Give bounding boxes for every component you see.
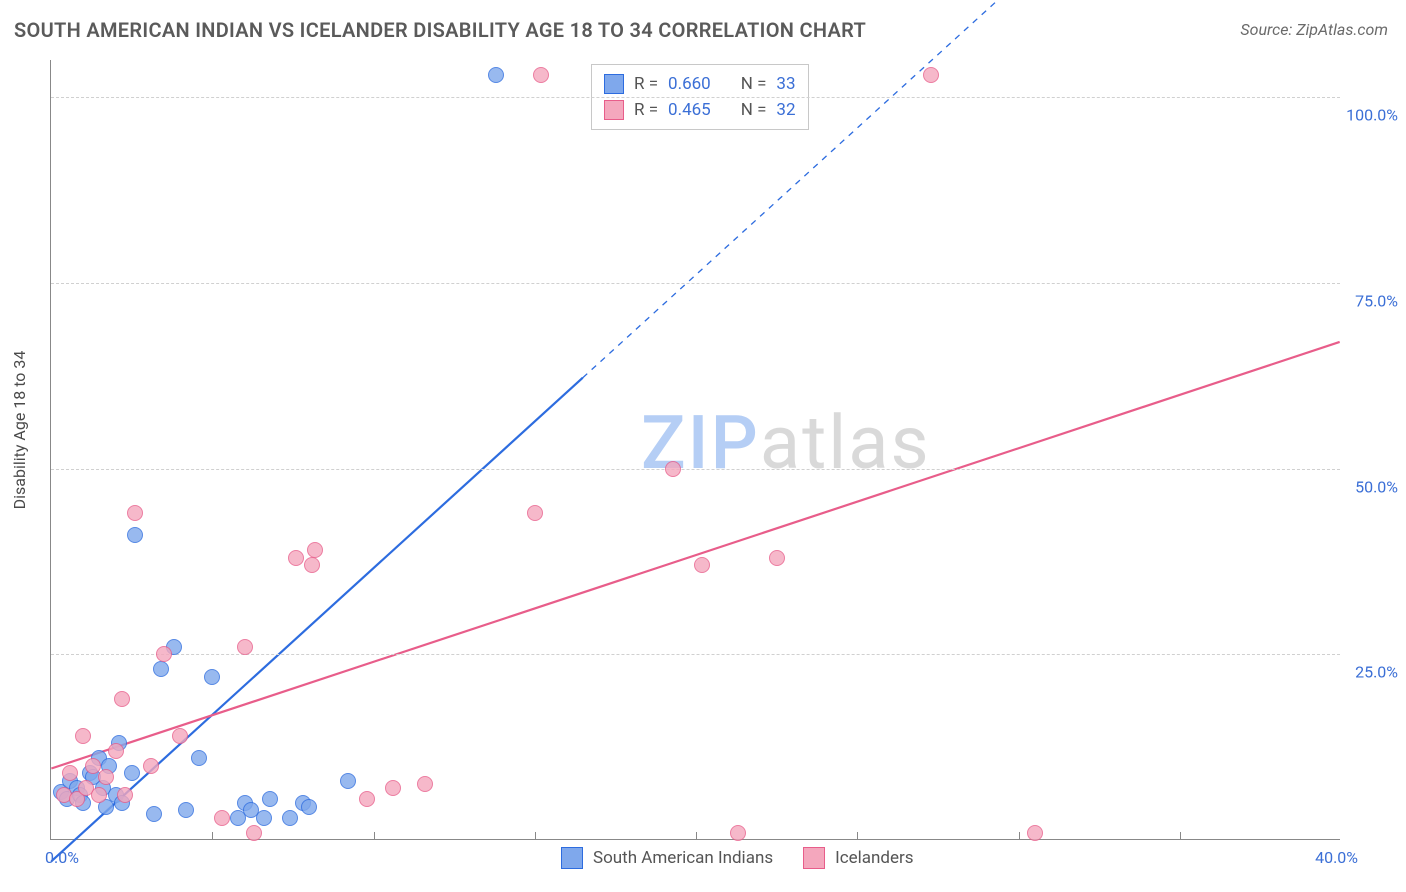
ice-data-point: [730, 825, 746, 841]
ice-data-point: [143, 758, 159, 774]
x-axis-max-label: 40.0%: [1315, 848, 1358, 867]
sai-data-point: [340, 773, 356, 789]
ice-data-point: [527, 505, 543, 521]
ice-data-point: [98, 769, 114, 785]
x-tick: [535, 832, 536, 840]
ice-data-point: [288, 550, 304, 566]
r-value: 0.660: [668, 74, 711, 94]
gridline: [51, 283, 1340, 284]
ice-data-point: [385, 780, 401, 796]
ice-data-point: [237, 639, 253, 655]
ice-legend-swatch-icon: [803, 847, 825, 869]
ice-data-point: [114, 691, 130, 707]
x-tick: [1180, 832, 1181, 840]
y-axis-title: Disability Age 18 to 34: [10, 351, 29, 510]
stats-row-ice: R = 0.465 N = 32: [604, 97, 796, 123]
legend-label: Icelanders: [835, 848, 913, 868]
ice-data-point: [127, 505, 143, 521]
sai-data-point: [178, 802, 194, 818]
ice-data-point: [156, 646, 172, 662]
ice-data-point: [665, 461, 681, 477]
x-tick: [857, 832, 858, 840]
y-tick-label: 75.0%: [1355, 291, 1398, 310]
legend-item-ice: Icelanders: [803, 847, 913, 869]
sai-data-point: [262, 791, 278, 807]
ice-data-point: [117, 787, 133, 803]
chart-title: SOUTH AMERICAN INDIAN VS ICELANDER DISAB…: [14, 18, 866, 42]
source-prefix: Source:: [1240, 20, 1296, 39]
x-axis-origin-label: 0.0%: [45, 848, 79, 867]
y-tick-label: 100.0%: [1346, 106, 1398, 125]
x-tick: [374, 832, 375, 840]
plot-area: ZIPatlas R = 0.660N = 33R = 0.465N = 32 …: [50, 60, 1340, 840]
trend-lines-layer: [51, 60, 1340, 839]
source-name: ZipAtlas.com: [1296, 20, 1388, 39]
ice-trendline-solid: [51, 342, 1339, 769]
ice-data-point: [307, 542, 323, 558]
x-tick: [212, 832, 213, 840]
ice-data-point: [923, 67, 939, 83]
chart-container: SOUTH AMERICAN INDIAN VS ICELANDER DISAB…: [0, 0, 1406, 892]
n-label: N =: [741, 74, 767, 94]
ice-data-point: [214, 810, 230, 826]
stats-row-sai: R = 0.660 N = 33: [604, 71, 796, 97]
ice-data-point: [533, 67, 549, 83]
ice-data-point: [1027, 825, 1043, 841]
gridline: [51, 469, 1340, 470]
x-tick: [696, 832, 697, 840]
n-value: 32: [776, 100, 795, 120]
r-label: R =: [634, 74, 658, 94]
sai-trendline-dashed: [583, 0, 1340, 378]
sai-swatch-icon: [604, 74, 624, 94]
x-tick: [1019, 832, 1020, 840]
ice-data-point: [769, 550, 785, 566]
n-label: N =: [741, 100, 767, 120]
sai-data-point: [204, 669, 220, 685]
sai-data-point: [301, 799, 317, 815]
sai-data-point: [488, 67, 504, 83]
sai-data-point: [191, 750, 207, 766]
sai-data-point: [256, 810, 272, 826]
sai-data-point: [124, 765, 140, 781]
legend-label: South American Indians: [593, 848, 773, 868]
r-value: 0.465: [668, 100, 711, 120]
ice-data-point: [91, 787, 107, 803]
ice-data-point: [359, 791, 375, 807]
sai-data-point: [146, 806, 162, 822]
ice-data-point: [304, 557, 320, 573]
y-tick-label: 25.0%: [1355, 663, 1398, 682]
ice-swatch-icon: [604, 100, 624, 120]
sai-data-point: [127, 527, 143, 543]
legend-item-sai: South American Indians: [561, 847, 773, 869]
y-tick-label: 50.0%: [1355, 477, 1398, 496]
ice-data-point: [108, 743, 124, 759]
ice-data-point: [75, 728, 91, 744]
ice-data-point: [417, 776, 433, 792]
sai-data-point: [282, 810, 298, 826]
ice-data-point: [694, 557, 710, 573]
sai-legend-swatch-icon: [561, 847, 583, 869]
sai-data-point: [153, 661, 169, 677]
ice-data-point: [246, 825, 262, 841]
r-label: R =: [634, 100, 658, 120]
source-attribution: Source: ZipAtlas.com: [1240, 20, 1388, 39]
ice-data-point: [62, 765, 78, 781]
gridline: [51, 97, 1340, 98]
ice-data-point: [172, 728, 188, 744]
series-legend: South American Indians Icelanders: [561, 847, 914, 869]
n-value: 33: [776, 74, 795, 94]
